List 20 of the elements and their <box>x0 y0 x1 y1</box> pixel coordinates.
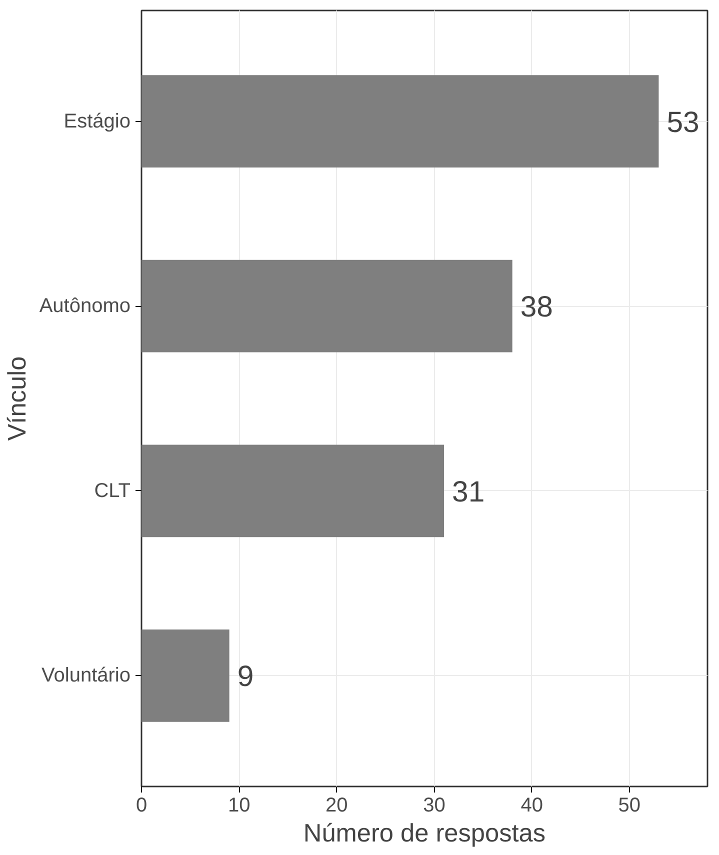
x-tick-label: 30 <box>423 794 446 816</box>
data-label: 53 <box>666 106 700 139</box>
bar <box>142 75 659 168</box>
y-tick-label: Autônomo <box>39 295 130 318</box>
bar <box>142 444 444 538</box>
x-axis-title: Número de respostas <box>303 820 546 848</box>
data-label: 9 <box>237 660 254 694</box>
bar <box>142 260 512 352</box>
y-tick-label: CLT <box>94 480 131 502</box>
data-label: 31 <box>452 475 485 508</box>
x-tick-label: 10 <box>228 794 250 816</box>
y-tick-label: Voluntário <box>42 664 131 687</box>
x-tick-label: 0 <box>136 794 148 816</box>
data-label: 38 <box>520 290 553 324</box>
x-tick-label: 50 <box>618 794 641 816</box>
y-tick-label: Estágio <box>64 110 131 132</box>
x-tick-label: 20 <box>326 794 348 816</box>
bar <box>142 629 230 722</box>
y-axis-title: Vínculo <box>3 356 32 441</box>
x-tick-label: 40 <box>520 794 543 816</box>
